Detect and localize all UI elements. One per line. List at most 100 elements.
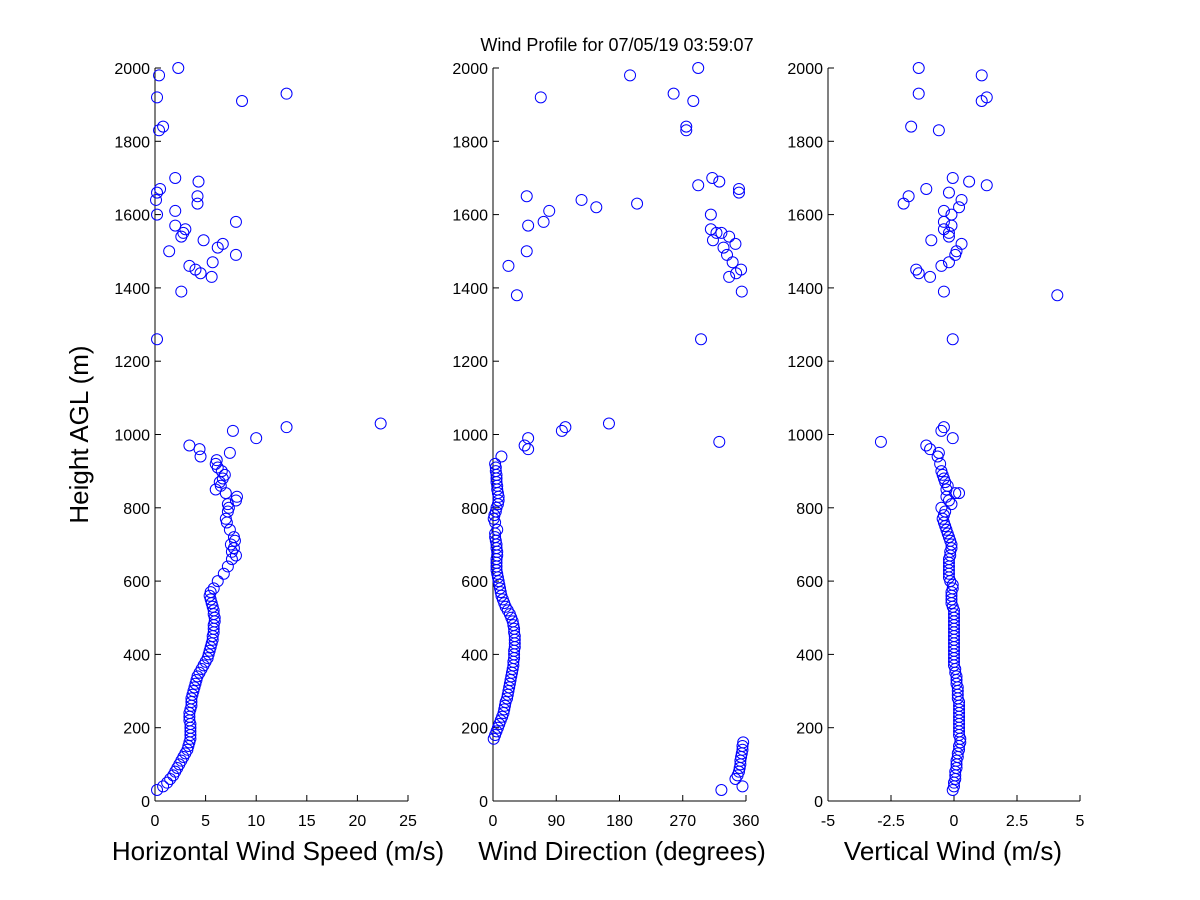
data-point (590, 201, 603, 214)
y-tick-label: 1800 (787, 134, 823, 151)
data-point (489, 457, 502, 470)
data-point (222, 501, 235, 514)
data-point (495, 450, 508, 463)
data-point (215, 465, 228, 478)
y-tick-label: 200 (796, 721, 823, 738)
data-point (905, 120, 918, 133)
data-point (191, 190, 204, 203)
data-point (169, 219, 182, 232)
data-point (934, 457, 947, 470)
y-tick-label: 1400 (452, 281, 488, 298)
y-tick-label: 1400 (114, 281, 150, 298)
data-point (920, 439, 933, 452)
data-point (520, 245, 533, 258)
data-point (230, 490, 243, 503)
data-point (949, 487, 962, 500)
data-point (715, 226, 728, 239)
data-point (150, 193, 163, 206)
data-point (489, 465, 502, 478)
data-point (153, 69, 166, 82)
data-point (902, 190, 915, 203)
data-point (729, 773, 742, 786)
data-point (924, 443, 937, 456)
data-point (935, 465, 948, 478)
data-point (721, 248, 734, 261)
data-point (161, 776, 174, 789)
data-point (206, 600, 219, 613)
data-point (932, 124, 945, 137)
y-tick-label: 1000 (787, 428, 823, 445)
data-point (489, 531, 502, 544)
data-point (189, 677, 202, 690)
x-tick-label: 270 (669, 813, 696, 830)
data-point (736, 740, 749, 753)
data-point (559, 421, 572, 434)
data-point (219, 512, 232, 525)
data-point (224, 538, 237, 551)
data-point (151, 186, 164, 199)
y-tick-label: 2000 (452, 61, 488, 78)
x-tick-label: 2.5 (1006, 813, 1028, 830)
data-point (280, 87, 293, 100)
data-point (939, 505, 952, 518)
x-tick-label: 360 (733, 813, 760, 830)
data-point (236, 94, 249, 107)
data-point (498, 703, 511, 716)
data-point (980, 179, 993, 192)
x-tick-label: -5 (821, 813, 835, 830)
data-point (502, 259, 515, 272)
data-point (1051, 289, 1064, 302)
y-tick-label: 1800 (114, 134, 150, 151)
data-point (732, 186, 745, 199)
data-point (498, 699, 511, 712)
y-axis-title: Height AGL (m) (64, 345, 94, 523)
data-point (197, 234, 210, 247)
data-point (695, 333, 708, 346)
data-point (522, 219, 535, 232)
data-point (692, 179, 705, 192)
data-point (151, 784, 164, 797)
x-tick-label: 180 (606, 813, 633, 830)
y-tick-label: 1600 (452, 208, 488, 225)
data-point (153, 124, 166, 137)
y-tick-label: 2000 (114, 61, 150, 78)
data-point (735, 263, 748, 276)
data-point (704, 223, 717, 236)
data-point (667, 87, 680, 100)
x-tick-label: 5 (201, 813, 210, 830)
data-point (518, 439, 531, 452)
data-point (223, 523, 236, 536)
data-point (942, 494, 955, 507)
data-point (229, 215, 242, 228)
data-point (163, 245, 176, 258)
x-tick-label: 15 (298, 813, 316, 830)
data-point (489, 461, 502, 474)
data-point (953, 201, 966, 214)
data-point (191, 197, 204, 210)
y-tick-label: 1800 (452, 134, 488, 151)
data-point (508, 622, 521, 635)
y-tick-label: 600 (461, 574, 488, 591)
data-point (937, 223, 950, 236)
data-point (219, 487, 232, 500)
x-axis-title: Wind Direction (degrees) (478, 836, 766, 866)
data-point (980, 91, 993, 104)
data-point (190, 674, 203, 687)
y-tick-label: 200 (461, 721, 488, 738)
x-tick-label: 0 (489, 813, 498, 830)
data-point (910, 263, 923, 276)
data-point (687, 94, 700, 107)
data-point (736, 743, 749, 756)
data-point (680, 124, 693, 137)
data-point (920, 182, 933, 195)
data-point (874, 435, 887, 448)
data-point (491, 523, 504, 536)
x-tick-label: 25 (399, 813, 417, 830)
data-point (210, 454, 223, 467)
data-point (555, 424, 568, 437)
data-point (206, 256, 219, 269)
x-tick-label: 0 (950, 813, 959, 830)
y-tick-label: 1200 (114, 354, 150, 371)
data-point (229, 549, 242, 562)
data-point (218, 468, 231, 481)
